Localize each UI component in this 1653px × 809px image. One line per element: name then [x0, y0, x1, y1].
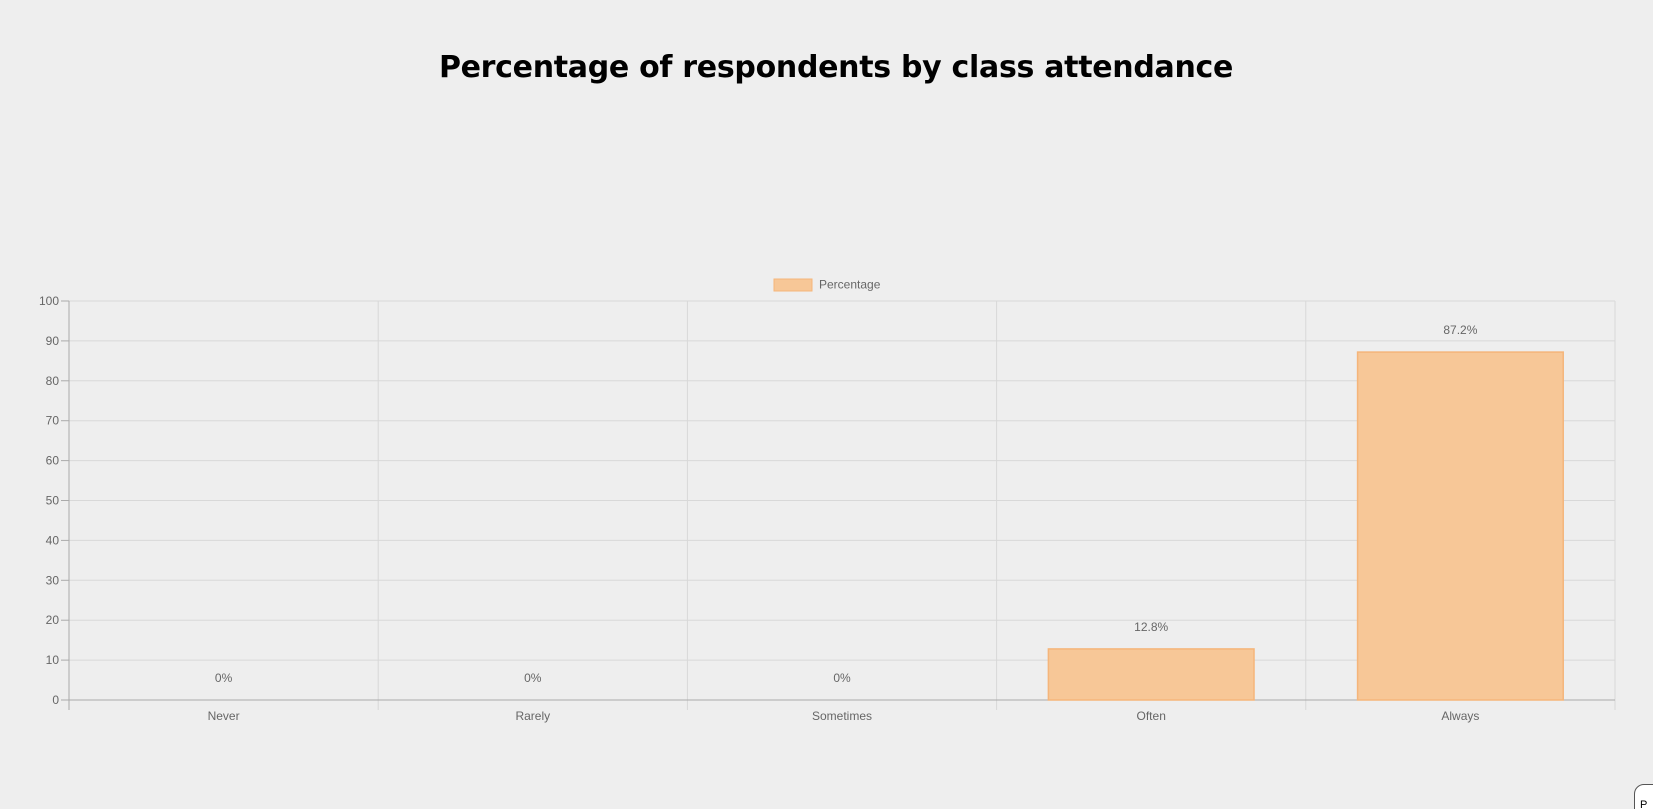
legend[interactable]: Percentage — [773, 278, 881, 292]
data-label-often: 12.8% — [1134, 620, 1168, 634]
x-tick-label: Rarely — [515, 709, 550, 723]
bar-often[interactable] — [1047, 648, 1255, 701]
data-labels: 0% 0% 0% 12.8% 87.2% — [215, 323, 1478, 685]
x-tick-label: Never — [208, 709, 240, 723]
y-tick-label: 40 — [46, 533, 60, 547]
bar-always[interactable] — [1356, 351, 1564, 701]
data-label-always: 87.2% — [1443, 323, 1477, 337]
x-tick-label: Always — [1441, 709, 1479, 723]
page-title: Percentage of respondents by class atten… — [438, 50, 1234, 85]
y-tick-label: 90 — [46, 334, 60, 348]
data-label-sometimes: 0% — [833, 671, 851, 685]
legend-swatch[interactable] — [773, 278, 813, 292]
y-tick-label: 0 — [52, 693, 59, 707]
y-tick-label: 70 — [46, 414, 60, 428]
corner-tab-button[interactable]: P — [1634, 784, 1653, 809]
y-tick-label: 100 — [39, 294, 59, 308]
y-tick-label: 20 — [46, 613, 60, 627]
y-tick-label: 30 — [46, 573, 60, 587]
grid-lines — [68, 300, 1616, 710]
x-tick-label: Often — [1137, 709, 1166, 723]
y-tick-label: 80 — [46, 374, 60, 388]
x-tick-label: Sometimes — [812, 709, 872, 723]
y-tick-label: 60 — [46, 454, 60, 468]
bars — [1047, 351, 1564, 701]
data-label-rarely: 0% — [524, 671, 542, 685]
data-label-never: 0% — [215, 671, 233, 685]
y-tick-label: 50 — [46, 494, 60, 508]
corner-tab-label: P — [1640, 799, 1648, 809]
y-tick-label: 10 — [46, 653, 60, 667]
legend-label[interactable]: Percentage — [819, 278, 881, 292]
